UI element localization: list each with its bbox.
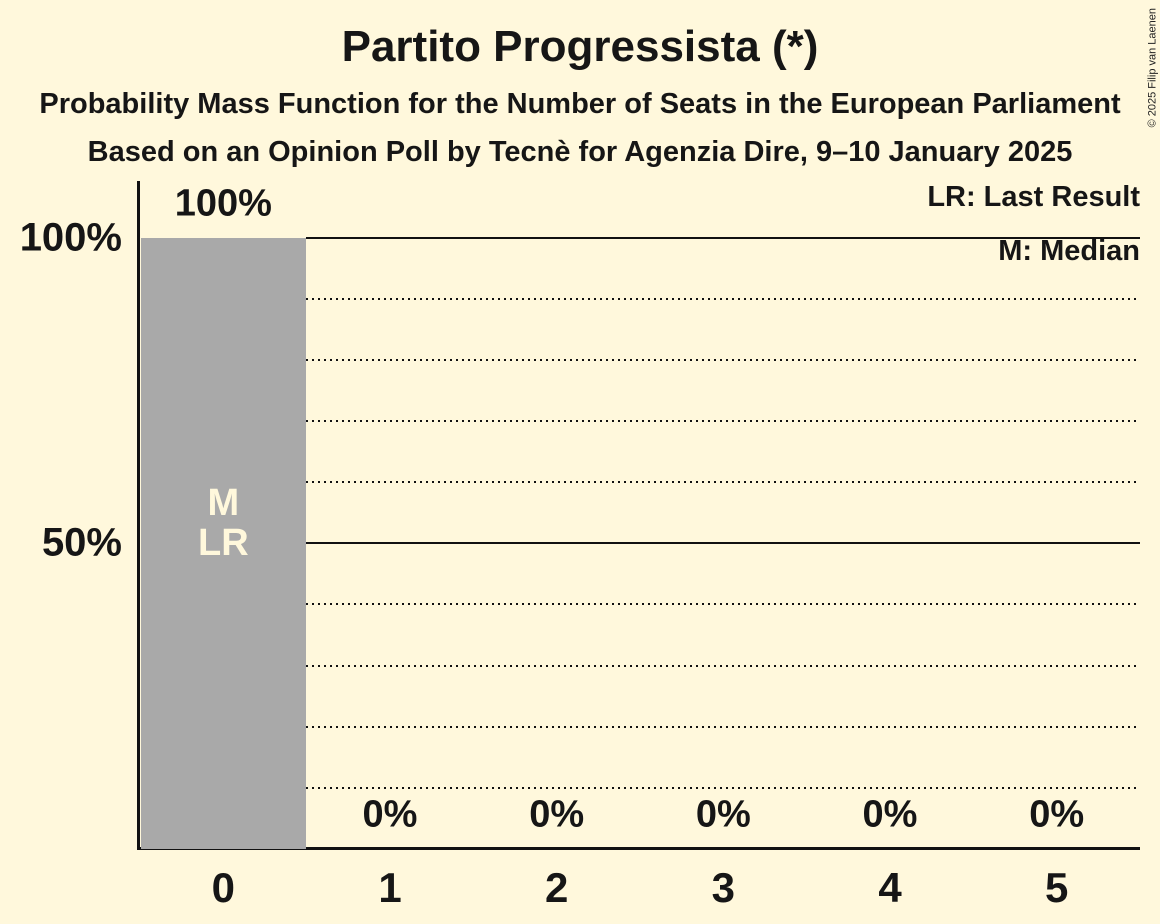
median-lastresult-marker: M LR — [198, 483, 249, 563]
dotted-gridline-40 — [306, 603, 1140, 606]
x-axis-line — [137, 847, 1140, 850]
x-tick-label: 0 — [211, 864, 236, 911]
x-tick-label: 1 — [378, 864, 402, 911]
y-tick-label: 100% — [19, 215, 122, 259]
plot-area: 100% 0 0% 1 0% 2 0% 3 0% 4 0% 5 M LR — [137, 181, 1140, 911]
dotted-gridline-20 — [306, 725, 1140, 728]
marker-label-lr: LR — [198, 522, 249, 565]
legend-last-result: LR: Last Result — [927, 181, 1140, 213]
x-tick-label: 3 — [711, 864, 736, 911]
bar-seats-0 — [141, 237, 306, 849]
chart-title: Partito Progressista (*) — [341, 22, 819, 71]
chart-subtitle-source: Based on an Opinion Poll by Tecnè for Ag… — [87, 136, 1073, 168]
legend: LR: Last Result M: Median — [927, 181, 1140, 267]
dotted-gridline-90 — [306, 297, 1140, 300]
dotted-gridline-30 — [306, 664, 1140, 667]
bar-value-label: 0% — [695, 793, 751, 836]
dotted-gridline-10 — [306, 786, 1140, 789]
bar-value-label: 0% — [862, 793, 918, 836]
bar-value-label: 100% — [174, 182, 272, 224]
dotted-gridline-60 — [306, 481, 1140, 484]
copyright-text: © 2025 Filip van Laenen — [1146, 8, 1158, 128]
x-tick-label: 5 — [1044, 864, 1069, 911]
solid-gridline-50 — [306, 542, 1140, 545]
legend-median: M: Median — [998, 235, 1140, 267]
y-axis-line — [137, 181, 140, 850]
dotted-gridline-70 — [306, 419, 1140, 422]
chart-subtitle: Probability Mass Function for the Number… — [39, 88, 1121, 120]
x-tick-label: 2 — [544, 864, 569, 911]
dotted-gridline-80 — [306, 358, 1140, 361]
y-tick-label: 50% — [41, 520, 122, 565]
bar-value-label: 0% — [362, 793, 418, 836]
bar-value-label: 0% — [529, 793, 585, 836]
x-tick-label: 4 — [878, 864, 902, 911]
solid-gridline-100 — [306, 236, 1140, 239]
bar-value-label: 0% — [1029, 793, 1085, 836]
marker-label-m: M — [207, 482, 240, 525]
